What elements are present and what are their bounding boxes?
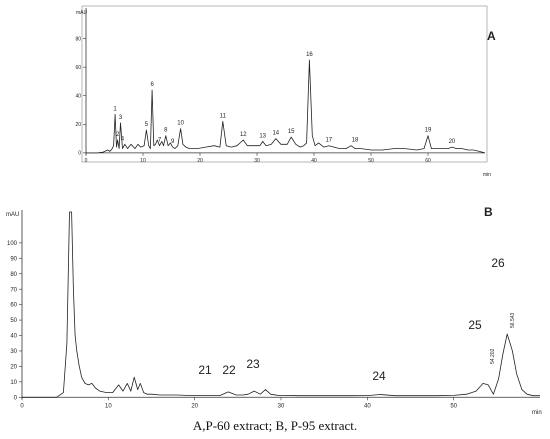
y-tick-label: 0 xyxy=(14,395,18,401)
y-tick-label: 70 xyxy=(10,287,17,293)
x-axis-label: min xyxy=(483,172,491,178)
peak-label: 12 xyxy=(240,132,247,138)
x-tick-label: 10 xyxy=(105,403,112,409)
retention-time-annotation: 56.543 xyxy=(510,312,516,328)
y-tick-label: 100 xyxy=(7,241,18,247)
y-axis-label: mAU xyxy=(76,10,88,16)
chromatogram-trace xyxy=(86,59,486,154)
plot-frame xyxy=(81,5,488,163)
peak-label: 8 xyxy=(164,128,168,134)
peak-label: 14 xyxy=(272,131,279,137)
y-axis-label: mAU xyxy=(6,212,19,218)
peak-label: 17 xyxy=(325,138,332,144)
y-tick-label: 60 xyxy=(10,303,17,309)
panel-label: B xyxy=(484,205,493,219)
x-tick-label: 10 xyxy=(140,158,146,164)
figure-caption: A,P-60 extract; B, P-95 extract. xyxy=(192,418,358,433)
retention-time-annotation: 54.202 xyxy=(490,348,496,364)
panel-label: A xyxy=(487,29,496,43)
y-tick-label: 40 xyxy=(75,93,81,99)
x-tick-label: 20 xyxy=(191,403,198,409)
peak-label: 15 xyxy=(288,129,295,135)
peak-label: 2 xyxy=(116,132,120,138)
y-tick-label: 10 xyxy=(10,380,17,386)
peak-label: 21 xyxy=(198,363,212,377)
peak-label: 25 xyxy=(468,318,482,332)
x-tick-label: 0 xyxy=(85,158,88,164)
peak-label: 24 xyxy=(372,369,386,383)
peak-label: 5 xyxy=(145,122,149,128)
x-tick-label: 30 xyxy=(278,403,285,409)
peak-label: 13 xyxy=(259,133,266,139)
peak-label: 1 xyxy=(113,106,117,112)
y-tick-label: 90 xyxy=(10,256,17,262)
peak-label: 10 xyxy=(177,121,184,127)
peak-label: 20 xyxy=(449,139,456,145)
y-tick-label: 80 xyxy=(10,272,17,278)
peak-label: 4 xyxy=(121,136,125,142)
y-tick-label: 50 xyxy=(10,318,17,324)
y-tick-label: 0 xyxy=(78,151,81,157)
peak-label: 16 xyxy=(306,52,313,58)
y-tick-label: 20 xyxy=(10,365,17,371)
chromatogram-trace xyxy=(22,211,540,398)
x-tick-label: 50 xyxy=(368,158,374,164)
peak-label: 3 xyxy=(119,115,123,121)
y-tick-label: 20 xyxy=(75,122,81,128)
x-tick-label: 60 xyxy=(425,158,431,164)
chart-panel-B: 0 10 20 30 40 50 60 70 80 90 100 0 10 20 30 40 50 mAU min B… xyxy=(6,205,542,416)
y-tick-label: 60 xyxy=(75,65,81,71)
peak-label: 23 xyxy=(246,357,260,371)
x-tick-label: 0 xyxy=(20,403,24,409)
x-tick-label: 30 xyxy=(254,158,260,164)
peak-label: 9 xyxy=(171,139,175,145)
peak-label: 26 xyxy=(491,256,505,270)
x-tick-label: 50 xyxy=(450,403,457,409)
peak-label: 7 xyxy=(158,138,162,144)
x-axis-label: min xyxy=(532,410,542,416)
peak-label: 19 xyxy=(425,128,432,134)
x-tick-label: 40 xyxy=(311,158,317,164)
x-tick-label: 20 xyxy=(197,158,203,164)
y-tick-label: 30 xyxy=(10,349,17,355)
x-tick-label: 40 xyxy=(364,403,371,409)
y-tick-label: 80 xyxy=(75,36,81,42)
y-tick-label: 40 xyxy=(10,334,17,340)
peak-label: 18 xyxy=(352,138,359,144)
peak-label: 11 xyxy=(220,113,227,119)
peak-label: 6 xyxy=(150,82,154,88)
peak-label: 22 xyxy=(222,363,236,377)
